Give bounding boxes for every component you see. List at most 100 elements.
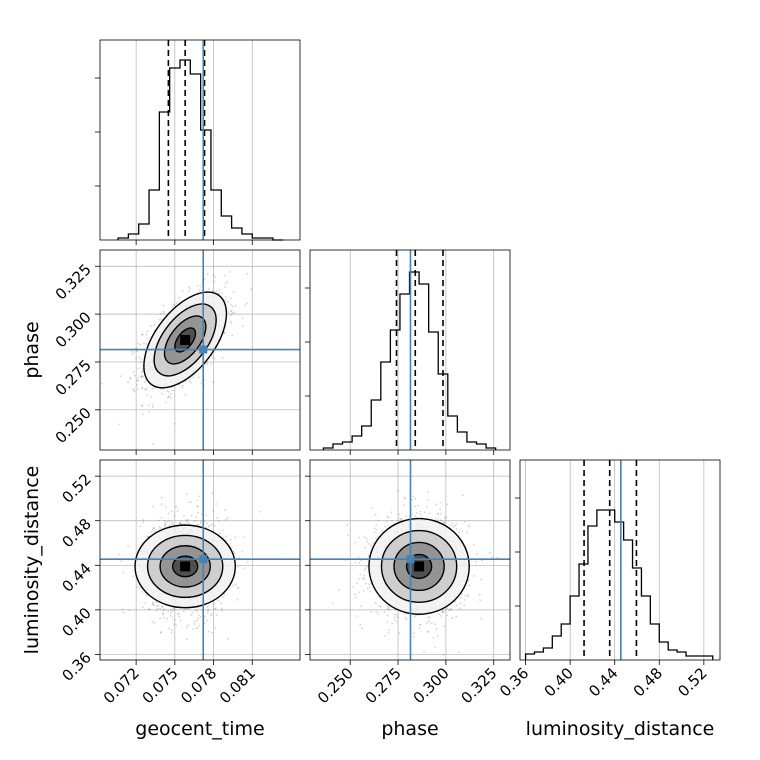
sample-point (450, 608, 452, 611)
sample-point (403, 496, 406, 499)
sample-point (146, 394, 149, 397)
sample-point (164, 401, 167, 404)
sample-point (354, 541, 357, 544)
sample-point (160, 631, 162, 634)
sample-point (373, 531, 376, 534)
sample-point (363, 569, 366, 572)
sample-point (225, 518, 227, 521)
sample-point (414, 505, 417, 508)
sample-point (480, 578, 483, 581)
sample-point (173, 304, 176, 306)
sample-point (368, 586, 371, 588)
sample-point (182, 514, 185, 517)
sample-point (136, 586, 139, 589)
sample-point (166, 389, 169, 392)
sample-point (216, 599, 219, 602)
sample-point (171, 305, 174, 308)
sample-point (396, 621, 398, 624)
sample-point (173, 623, 175, 626)
sample-point (426, 631, 429, 633)
sample-point (193, 520, 196, 522)
sample-point (418, 627, 421, 629)
sample-point (413, 632, 416, 635)
sample-point (213, 357, 216, 360)
sample-point (428, 616, 431, 619)
sample-point (440, 615, 442, 617)
sample-point (196, 499, 199, 501)
sample-point (403, 613, 406, 615)
sample-point (439, 501, 442, 504)
sample-point (141, 333, 144, 336)
sample-point (165, 506, 167, 508)
sample-point (213, 607, 216, 610)
sample-point (170, 608, 173, 611)
sample-point (212, 289, 214, 292)
sample-point (419, 623, 421, 626)
sample-point (195, 627, 197, 629)
sample-point (468, 525, 471, 528)
sample-point (218, 289, 221, 291)
panel-frame-luminosity_distance (519, 459, 721, 661)
sample-point (398, 632, 401, 634)
sample-point (127, 545, 130, 548)
sample-point (153, 530, 156, 533)
sample-point (168, 395, 171, 398)
sample-point (452, 522, 454, 525)
sample-point (196, 284, 199, 287)
sample-point (225, 535, 228, 538)
sample-point (173, 515, 176, 517)
sample-point (141, 386, 144, 389)
sample-point (366, 540, 369, 543)
sample-point (359, 573, 362, 576)
panel-frame-luminosity_distance_vs_phase (309, 459, 511, 661)
sample-point (193, 620, 196, 623)
sample-point (393, 613, 396, 616)
sample-point (197, 614, 200, 617)
sample-point (452, 525, 455, 528)
sample-point (457, 651, 460, 654)
sample-point (358, 562, 361, 564)
sample-point (331, 602, 334, 605)
sample-point (212, 274, 215, 277)
sample-point (241, 550, 244, 553)
sample-point (436, 513, 439, 516)
sample-point (179, 521, 181, 524)
sample-point (415, 512, 418, 514)
x-ticks (349, 450, 495, 455)
sample-point (224, 296, 227, 299)
sample-point (354, 596, 357, 599)
sample-point (467, 524, 469, 527)
sample-point (414, 614, 417, 617)
sample-point (187, 290, 190, 293)
sample-point (211, 356, 214, 359)
sample-point (246, 302, 248, 305)
sample-point (216, 516, 219, 519)
injection-marker (199, 555, 208, 564)
sample-point (132, 575, 134, 578)
sample-point (170, 631, 173, 634)
sample-point (259, 510, 261, 513)
sample-point (461, 494, 464, 497)
sample-point (193, 623, 196, 625)
tick-label: 0.44 (585, 664, 621, 700)
x-ticks: 0.250 0.275 0.300 0.325 (314, 660, 501, 707)
sample-point (222, 529, 224, 532)
sample-point (187, 624, 190, 627)
sample-point (162, 312, 165, 315)
sample-point (171, 521, 173, 524)
sample-point (438, 613, 441, 616)
sample-point (198, 495, 201, 498)
sample-point (236, 598, 239, 601)
sample-point (391, 519, 393, 522)
sample-point (197, 606, 200, 609)
sample-point (430, 622, 433, 625)
sample-point (379, 606, 382, 608)
sample-point (135, 350, 138, 353)
sample-point (160, 318, 163, 321)
sample-point (163, 608, 166, 611)
panel-frame-phase_vs_geocent_time (99, 249, 301, 451)
tick-label: 0.300 (410, 664, 453, 707)
sample-point (356, 582, 358, 585)
sample-point (188, 380, 191, 382)
sample-point (210, 362, 213, 365)
